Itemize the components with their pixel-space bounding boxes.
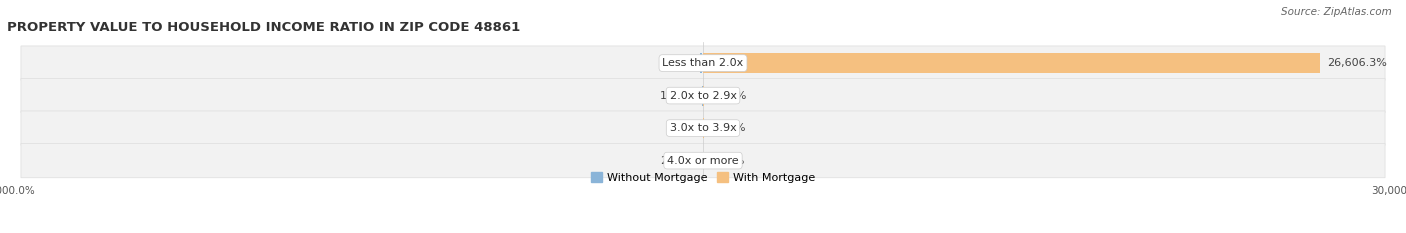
Text: 12.7%: 12.7% [661, 91, 696, 101]
Text: Less than 2.0x: Less than 2.0x [662, 58, 744, 68]
Text: 2.0x to 2.9x: 2.0x to 2.9x [669, 91, 737, 101]
FancyBboxPatch shape [21, 144, 1385, 178]
Text: 28.3%: 28.3% [710, 123, 747, 133]
Text: Source: ZipAtlas.com: Source: ZipAtlas.com [1281, 7, 1392, 17]
Text: 3.0x to 3.9x: 3.0x to 3.9x [669, 123, 737, 133]
FancyBboxPatch shape [21, 79, 1385, 113]
FancyBboxPatch shape [21, 46, 1385, 80]
Text: 56.2%: 56.2% [659, 58, 695, 68]
Text: 25.3%: 25.3% [659, 156, 696, 166]
Bar [703, 53, 1320, 73]
Text: 26,606.3%: 26,606.3% [1327, 58, 1388, 68]
FancyBboxPatch shape [21, 111, 1385, 145]
Text: 11.8%: 11.8% [710, 156, 745, 166]
Text: PROPERTY VALUE TO HOUSEHOLD INCOME RATIO IN ZIP CODE 48861: PROPERTY VALUE TO HOUSEHOLD INCOME RATIO… [7, 21, 520, 34]
Legend: Without Mortgage, With Mortgage: Without Mortgage, With Mortgage [586, 168, 820, 187]
Text: 4.0x or more: 4.0x or more [668, 156, 738, 166]
Text: 43.1%: 43.1% [711, 91, 747, 101]
Text: 4.7%: 4.7% [668, 123, 696, 133]
